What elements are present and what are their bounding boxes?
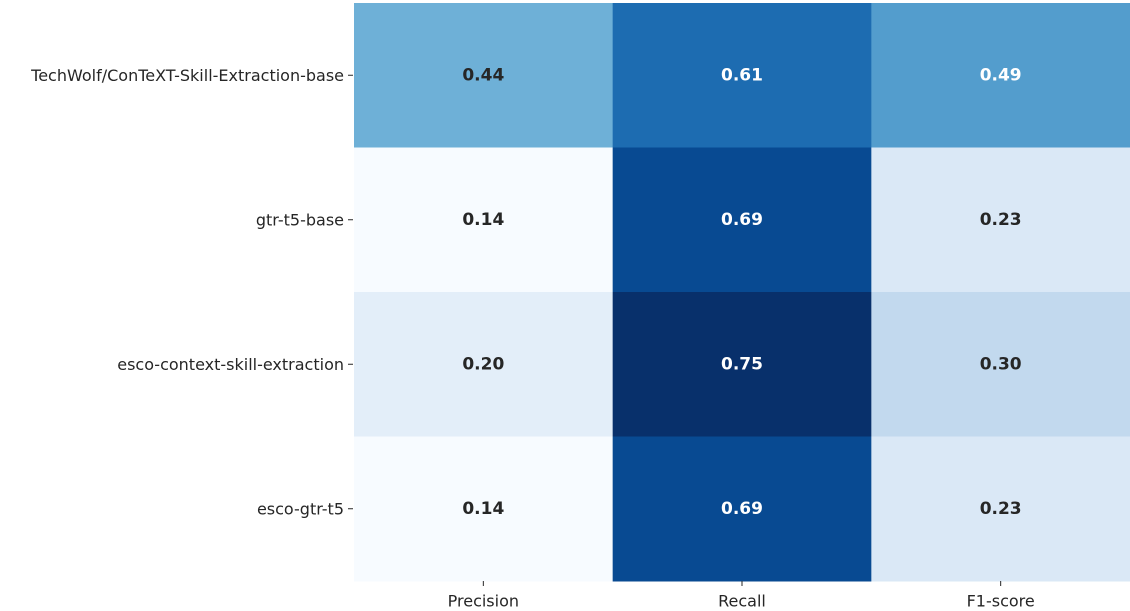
- cell-value-r1-c0: 0.14: [462, 210, 504, 230]
- heatmap-cell-r0-c1: [612, 3, 872, 148]
- row-label-2: esco-context-skill-extraction: [117, 355, 344, 374]
- heatmap-cell-r3-c2: [871, 436, 1130, 582]
- cell-value-r2-c1: 0.75: [721, 354, 763, 374]
- cell-value-r0-c1: 0.61: [721, 65, 763, 85]
- heatmap-cells: [354, 3, 1130, 582]
- heatmap-cell-r3-c0: [354, 436, 614, 582]
- row-label-1: gtr-t5-base: [256, 210, 344, 229]
- heatmap-cell-r0-c2: [871, 3, 1130, 148]
- column-label-2: F1-score: [967, 592, 1035, 611]
- row-axis: TechWolf/ConTeXT-Skill-Extraction-base gt…: [30, 66, 353, 518]
- heatmap-cell-labels: 0.44 0.61 0.49 0.14 0.69 0.23 0.20 0.75 0.30 0.14…: [462, 65, 1021, 519]
- cell-value-r1-c1: 0.69: [721, 210, 763, 230]
- cell-value-r3-c2: 0.23: [980, 499, 1022, 519]
- heatmap-cell-r1-c0: [354, 147, 614, 293]
- column-label-1: Recall: [718, 592, 766, 611]
- cell-value-r3-c0: 0.14: [462, 499, 504, 519]
- cell-value-r1-c2: 0.23: [980, 210, 1022, 230]
- heatmap-cell-r0-c0: [354, 3, 614, 148]
- column-axis: Precision Recall F1-score: [448, 581, 1035, 611]
- cell-value-r3-c1: 0.69: [721, 499, 763, 519]
- heatmap-cell-r1-c1: [612, 147, 872, 293]
- cell-value-r2-c2: 0.30: [980, 354, 1022, 374]
- cell-value-r2-c0: 0.20: [462, 354, 504, 374]
- row-label-3: esco-gtr-t5: [257, 499, 344, 518]
- heatmap-cell-r2-c1: [612, 292, 872, 437]
- cell-value-r0-c0: 0.44: [462, 65, 504, 85]
- heatmap-cell-r2-c0: [354, 292, 614, 437]
- column-label-0: Precision: [448, 592, 519, 611]
- row-label-0: TechWolf/ConTeXT-Skill-Extraction-base: [30, 66, 344, 85]
- heatmap-cell-r1-c2: [871, 147, 1130, 293]
- heatmap-cell-r2-c2: [871, 292, 1130, 437]
- heatmap-cell-r3-c1: [612, 436, 872, 582]
- cell-value-r0-c2: 0.49: [980, 65, 1022, 85]
